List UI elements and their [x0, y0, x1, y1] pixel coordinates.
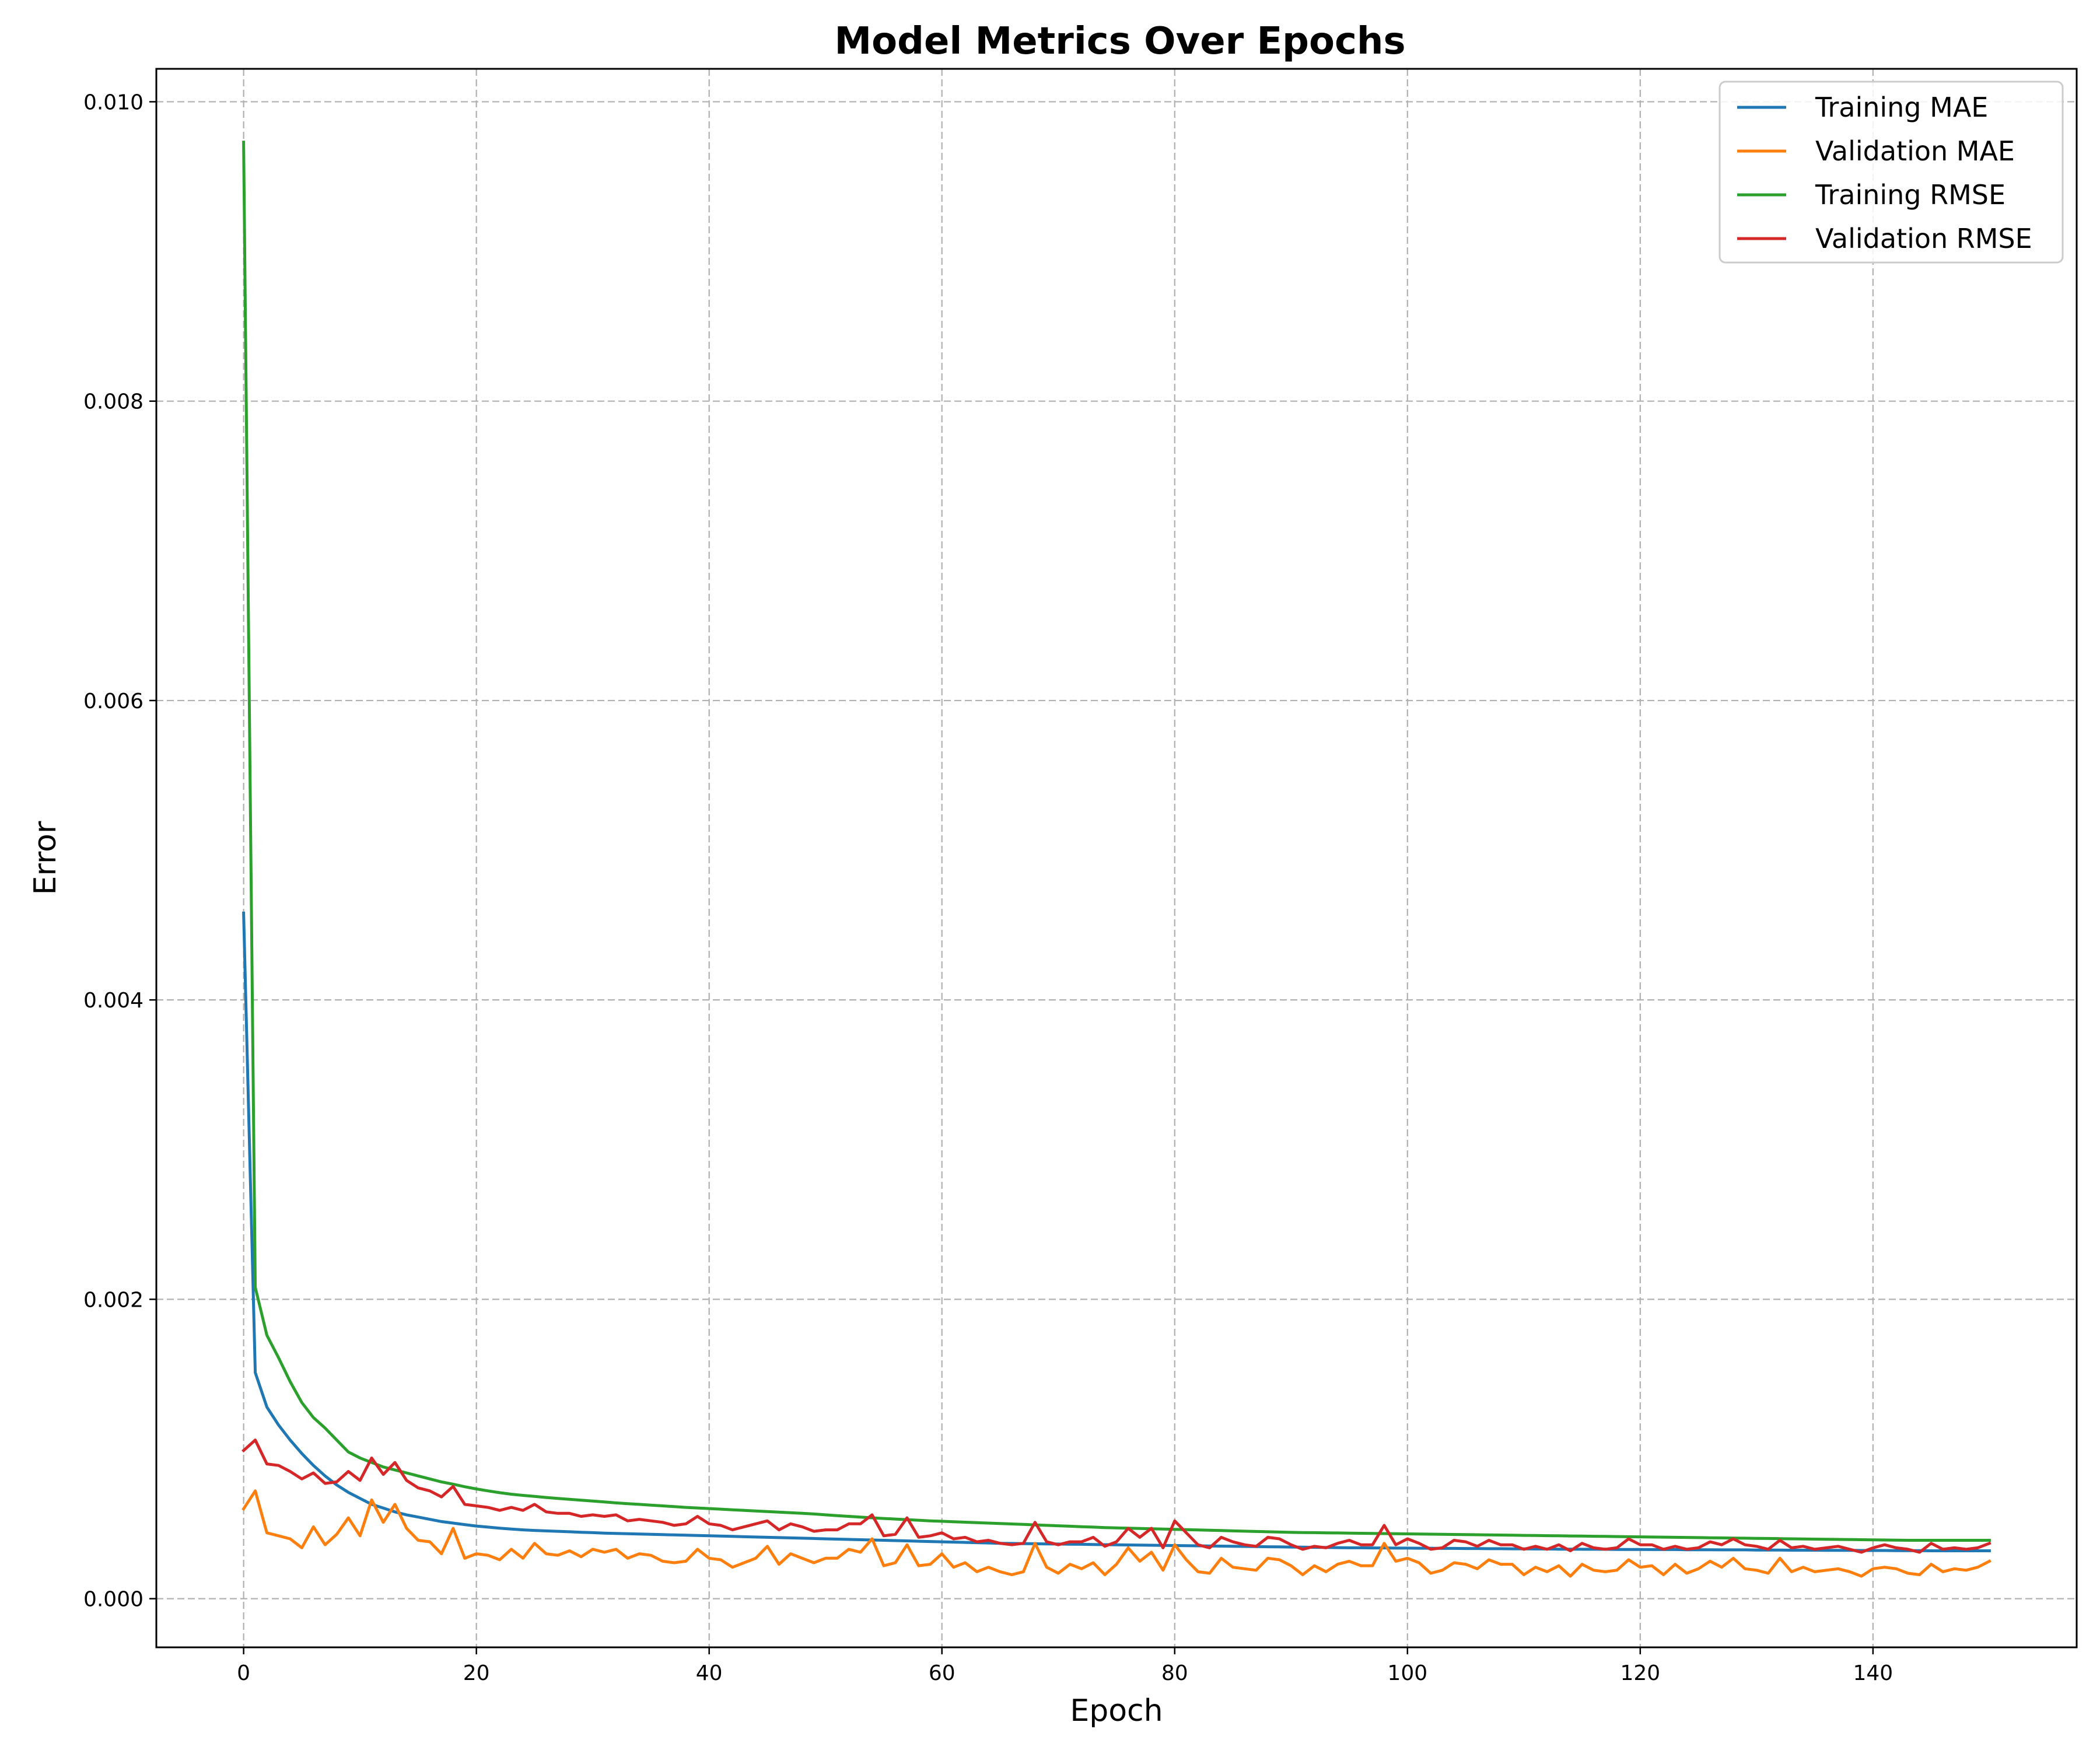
x-axis-label: Epoch	[1070, 1693, 1163, 1728]
y-tick-label: 0.004	[83, 989, 144, 1013]
x-tick-label: 100	[1387, 1661, 1427, 1685]
series-line-validation-rmse	[242, 1438, 1992, 1554]
legend-label: Training RMSE	[1815, 179, 2006, 211]
legend-label: Training MAE	[1815, 92, 1988, 123]
y-axis: 0.000 0.002 0.004 0.006 0.008 0.010	[83, 90, 156, 1612]
series-layer	[242, 141, 1992, 1578]
chart-title: Model Metrics Over Epochs	[834, 20, 1405, 63]
series-line-validation-mae	[242, 1489, 1992, 1578]
legend-label: Validation MAE	[1815, 135, 2015, 167]
grid	[156, 69, 2077, 1647]
y-axis-label: Error	[28, 821, 63, 895]
x-tick-label: 80	[1161, 1661, 1188, 1685]
legend-label: Validation RMSE	[1815, 223, 2032, 254]
y-tick-label: 0.010	[83, 90, 144, 114]
x-tick-label: 120	[1620, 1661, 1660, 1685]
y-tick-label: 0.008	[83, 390, 144, 414]
x-tick-label: 60	[929, 1661, 956, 1685]
y-tick-label: 0.000	[83, 1588, 144, 1612]
plot-area-frame	[155, 68, 2078, 1648]
series-line-training-rmse	[242, 141, 1991, 1542]
x-tick-label: 40	[696, 1661, 723, 1685]
x-tick-label: 20	[463, 1661, 490, 1685]
x-tick-label: 0	[237, 1661, 250, 1685]
series-line-training-mae	[242, 911, 1991, 1552]
y-tick-label: 0.006	[83, 690, 144, 713]
y-tick-label: 0.002	[83, 1288, 144, 1312]
legend: Training MAE Validation MAE Training RMSE V…	[1718, 80, 2064, 264]
x-axis: 0 20 40 60 80 100 120 140	[237, 1647, 1893, 1685]
x-tick-label: 140	[1853, 1661, 1893, 1685]
legend-box	[1718, 80, 2064, 264]
